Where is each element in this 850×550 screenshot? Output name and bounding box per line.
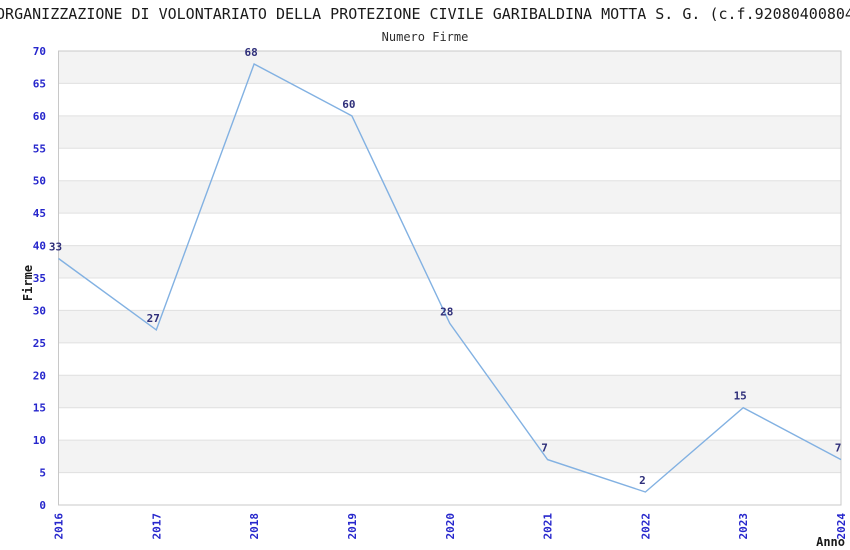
point-label: 7 — [835, 442, 842, 455]
x-tick-label: 2018 — [248, 513, 261, 540]
y-tick-label: 40 — [33, 240, 46, 253]
point-label: 15 — [734, 390, 747, 403]
point-label: 28 — [440, 305, 453, 318]
x-axis-title: Anno — [816, 535, 845, 549]
x-tick-label: 2024 — [835, 513, 848, 540]
x-tick-label: 2023 — [737, 513, 750, 540]
point-label: 2 — [639, 474, 646, 487]
y-tick-label: 65 — [33, 77, 46, 90]
grid-band — [58, 115, 841, 149]
grid-band — [58, 375, 841, 408]
plot-border — [58, 50, 842, 506]
y-tick-label: 45 — [33, 207, 46, 220]
point-label: 33 — [49, 241, 62, 254]
y-tick-label: 5 — [39, 467, 46, 480]
x-tick-label: 2016 — [53, 513, 66, 540]
grid-band — [58, 310, 841, 343]
y-tick-label: 50 — [33, 175, 46, 188]
y-axis-tick-labels: 0 5 10 15 20 25 30 35 40 45 50 55 60 65 70 — [33, 45, 46, 512]
x-axis-tick-labels: 2016 2017 2018 2019 2020 2021 2022 2023 2024 — [53, 513, 849, 540]
y-tick-label: 35 — [33, 272, 46, 285]
y-tick-label: 60 — [33, 110, 46, 123]
y-tick-label: 10 — [33, 434, 46, 447]
series-line — [58, 63, 842, 493]
point-label: 27 — [147, 312, 160, 325]
point-label: 7 — [541, 442, 548, 455]
x-tick-label: 2019 — [346, 513, 359, 540]
y-axis-title: Firme — [21, 265, 35, 301]
y-tick-label: 25 — [33, 337, 46, 350]
grid-band — [58, 245, 841, 278]
grid-bands — [58, 51, 841, 473]
chart-title: ORGANIZZAZIONE DI VOLONTARIATO DELLA PRO… — [0, 5, 850, 23]
point-label: 68 — [244, 46, 257, 59]
x-tick-label: 2020 — [444, 513, 457, 540]
y-tick-label: 70 — [33, 45, 46, 58]
grid-band — [58, 180, 841, 214]
chart-subtitle: Numero Firme — [382, 30, 469, 44]
point-label: 60 — [342, 98, 355, 111]
grid-band — [58, 51, 841, 84]
x-tick-label: 2017 — [150, 513, 163, 540]
x-tick-label: 2021 — [542, 513, 555, 540]
grid-band — [58, 440, 841, 473]
point-labels: 33 27 68 60 28 7 2 15 7 — [49, 46, 841, 487]
y-tick-label: 20 — [33, 369, 46, 382]
x-tick-label: 2022 — [639, 513, 652, 540]
y-tick-label: 15 — [33, 402, 46, 415]
y-tick-label: 0 — [39, 499, 46, 512]
y-tick-label: 30 — [33, 304, 46, 317]
y-tick-label: 55 — [33, 142, 46, 155]
